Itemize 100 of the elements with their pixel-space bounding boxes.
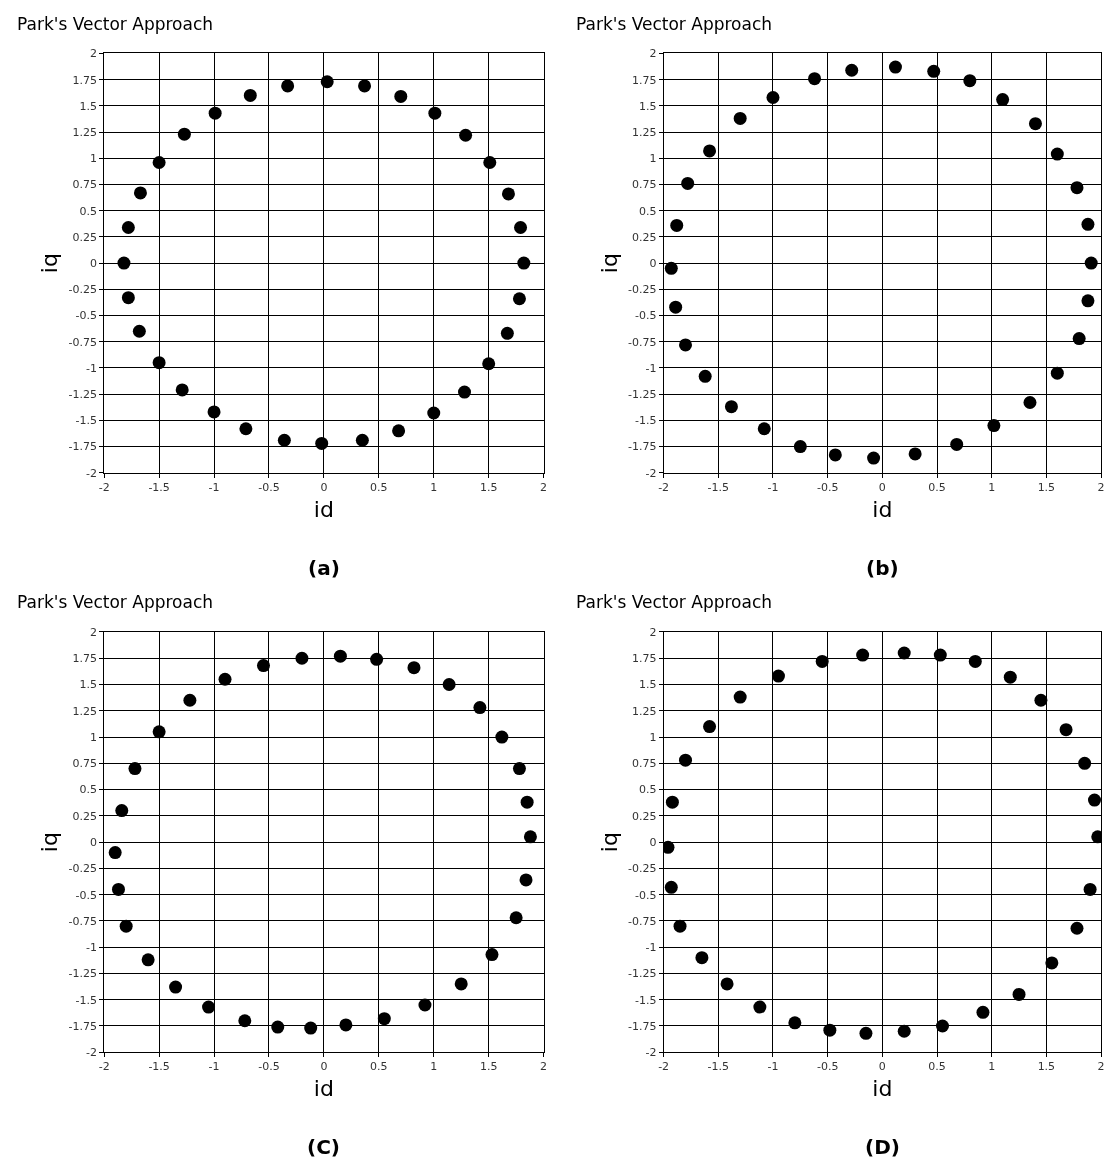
y-tick-label: 1 <box>89 730 97 744</box>
point <box>339 1018 353 1032</box>
point <box>202 1000 216 1014</box>
y-tick-label: -1 <box>645 941 657 955</box>
x-tick-label: 1.5 <box>479 480 498 494</box>
point <box>1028 117 1042 131</box>
point <box>987 419 1001 433</box>
point <box>1059 723 1073 737</box>
point <box>427 406 441 420</box>
point <box>1034 693 1048 707</box>
x-tick-label: -1.5 <box>707 1060 730 1074</box>
y-axis-title: iq <box>596 253 622 274</box>
point <box>1088 793 1101 807</box>
y-tick-label: -1.25 <box>627 388 657 401</box>
y-tick-label: -2 <box>645 466 657 480</box>
y-tick-label: -1 <box>86 941 97 955</box>
y-tick-label: -0.25 <box>627 862 657 876</box>
x-tick-label: 2 <box>1097 480 1105 494</box>
point <box>482 357 496 371</box>
point <box>867 451 881 465</box>
x-tick-label: 1 <box>988 480 996 494</box>
y-tick-label: 0.5 <box>638 204 657 218</box>
point <box>133 186 147 200</box>
x-tick-label: -0.5 <box>258 1060 280 1074</box>
y-tick-label: 1 <box>649 152 657 166</box>
y-tick-label: 0.25 <box>72 809 97 823</box>
x-tick-label: 1 <box>430 480 438 494</box>
point <box>793 440 807 454</box>
point <box>509 911 523 925</box>
y-axis-title: iq <box>596 832 622 853</box>
point <box>1045 956 1059 970</box>
point <box>664 261 678 275</box>
x-axis-title: id <box>313 496 334 522</box>
y-tick-label: 0.75 <box>72 178 97 192</box>
point <box>935 1019 949 1033</box>
y-tick-label: -1.75 <box>68 1019 97 1033</box>
point <box>1081 217 1095 231</box>
x-tick-label: 0.5 <box>928 480 946 494</box>
point <box>514 220 528 234</box>
y-tick-label: 0.5 <box>79 204 97 218</box>
y-tick-label: 2 <box>89 47 97 61</box>
y-tick-label: 1.75 <box>631 73 657 87</box>
point <box>183 693 197 707</box>
x-axis-title: id <box>872 496 893 522</box>
x-tick-label: 2 <box>540 1060 548 1074</box>
point <box>485 948 499 962</box>
point <box>757 422 771 436</box>
y-tick-label: -2 <box>645 1046 657 1060</box>
point <box>512 762 526 776</box>
point <box>394 89 408 103</box>
point <box>304 1021 318 1035</box>
point <box>733 690 747 704</box>
y-tick-label: 1.25 <box>72 125 97 139</box>
y-tick-label: -1.5 <box>75 414 97 428</box>
y-tick-label: 1.75 <box>72 652 97 666</box>
point <box>1081 294 1095 308</box>
y-tick-label: -0.25 <box>627 283 657 297</box>
y-tick-label: -0.25 <box>68 862 97 876</box>
x-tick-label: -0.5 <box>258 480 280 494</box>
y-tick-label: -0.75 <box>68 914 97 928</box>
point <box>679 338 692 352</box>
point <box>428 106 442 120</box>
point <box>132 324 146 338</box>
y-tick-label: 1.25 <box>631 704 657 718</box>
point <box>663 840 675 854</box>
point <box>177 127 191 141</box>
x-tick-label: -2 <box>98 480 110 494</box>
point <box>1083 882 1097 896</box>
point <box>243 88 257 102</box>
x-tick-label: -1 <box>208 1060 220 1074</box>
point <box>418 998 432 1012</box>
point <box>238 1014 252 1028</box>
y-tick-label: -0.5 <box>634 888 657 902</box>
y-tick-label: -0.5 <box>634 309 657 323</box>
point <box>753 1000 767 1014</box>
point <box>218 672 232 686</box>
point <box>501 187 515 201</box>
point <box>1050 147 1064 161</box>
point <box>669 300 683 314</box>
point <box>888 60 902 74</box>
y-tick-label: 2 <box>649 625 657 639</box>
point <box>1072 332 1086 346</box>
point <box>517 256 531 270</box>
y-tick-label: -1 <box>86 361 97 375</box>
y-tick-label: 1.25 <box>72 704 97 718</box>
point <box>703 144 717 158</box>
chart-title: Park's Vector Approach <box>576 14 773 34</box>
point <box>295 651 309 665</box>
x-tick-label: -2 <box>658 480 670 494</box>
x-tick-label: -1.5 <box>707 480 730 494</box>
y-tick-label: 0.25 <box>631 809 657 823</box>
x-tick-label: 0 <box>878 1060 886 1074</box>
y-tick-label: -0.25 <box>68 283 97 297</box>
y-tick-label: -0.75 <box>68 335 97 349</box>
point <box>823 1023 837 1037</box>
point <box>152 725 166 739</box>
point <box>119 919 133 933</box>
y-axis-title: iq <box>37 832 63 853</box>
point <box>459 128 473 142</box>
point <box>121 220 135 234</box>
